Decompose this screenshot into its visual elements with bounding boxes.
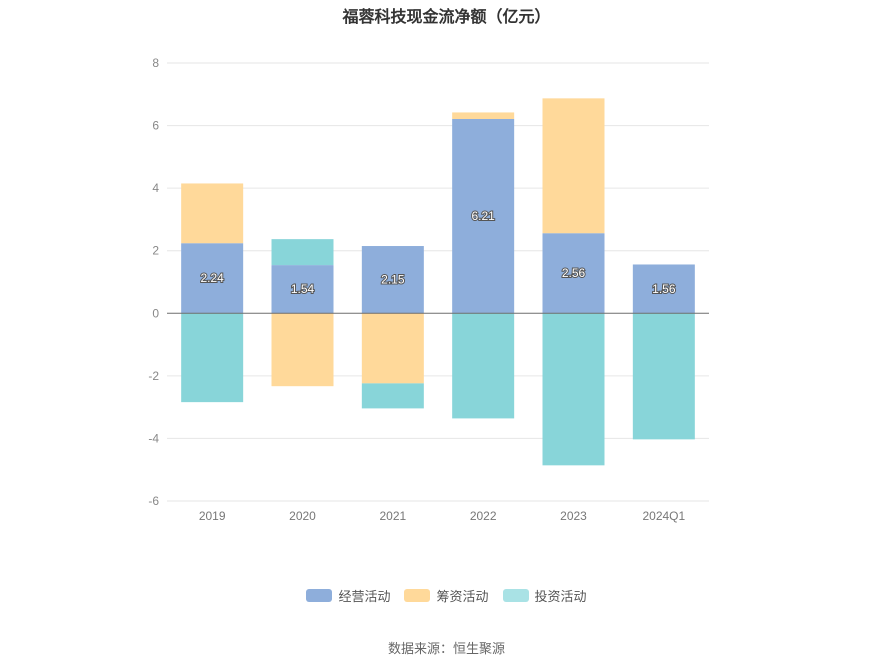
bar-segment[interactable] bbox=[271, 239, 334, 266]
legend-swatch-operating bbox=[306, 589, 333, 602]
y-tick-label: 2 bbox=[152, 244, 159, 258]
bar-segment[interactable] bbox=[632, 313, 695, 440]
grid-layer bbox=[167, 62, 709, 502]
data-label: 2.24 bbox=[200, 271, 224, 285]
bar-segment[interactable] bbox=[181, 313, 244, 403]
bar-segment[interactable] bbox=[361, 313, 424, 384]
bar-segment[interactable] bbox=[271, 265, 334, 314]
y-tick-label: -6 bbox=[148, 494, 159, 508]
bar-layer bbox=[181, 98, 695, 466]
bar-segment[interactable] bbox=[542, 233, 605, 314]
x-tick-label: 2024Q1 bbox=[642, 509, 685, 523]
y-tick-label: -2 bbox=[148, 369, 159, 383]
data-label: 6.21 bbox=[471, 209, 495, 223]
legend-label-financing: 筹资活动 bbox=[436, 589, 489, 604]
x-tick-label: 2022 bbox=[470, 509, 497, 523]
axis-layer: 8 6 4 2 0 -2 -4 -6 2019 2020 2021 2022 2023 2024Q1 bbox=[148, 56, 709, 523]
bar-segment[interactable] bbox=[361, 246, 424, 314]
legend-swatch-financing bbox=[404, 589, 431, 602]
bar-segment[interactable] bbox=[181, 183, 244, 244]
data-label: 2.15 bbox=[381, 273, 405, 287]
bar-segment[interactable] bbox=[542, 98, 605, 234]
bar-segment[interactable] bbox=[452, 119, 515, 314]
x-tick-label: 2019 bbox=[199, 509, 226, 523]
bar-segment[interactable] bbox=[452, 313, 515, 419]
legend-item-operating[interactable]: 经营活动 bbox=[304, 586, 392, 605]
data-label: 1.56 bbox=[652, 282, 676, 296]
chart-title: 福蓉科技现金流净额（亿元） bbox=[342, 9, 551, 26]
data-label: 2.56 bbox=[562, 266, 586, 280]
bar-segment[interactable] bbox=[271, 313, 334, 387]
y-tick-label: 0 bbox=[152, 306, 159, 320]
data-source: 数据来源：恒生聚源 bbox=[387, 641, 505, 656]
y-tick-label: 8 bbox=[152, 56, 159, 70]
bar-segment[interactable] bbox=[632, 264, 695, 314]
bar-segment[interactable] bbox=[181, 243, 244, 314]
bar-segment[interactable] bbox=[361, 383, 424, 409]
legend: 经营活动 筹资活动 投资活动 bbox=[0, 586, 893, 605]
y-tick-label: 4 bbox=[152, 181, 159, 195]
x-tick-label: 2021 bbox=[379, 509, 406, 523]
label-layer: 2.24 1.54 2.15 6.21 2.56 1.56 bbox=[199, 208, 676, 297]
y-tick-label: 6 bbox=[152, 119, 159, 133]
legend-label-investing: 投资活动 bbox=[534, 589, 587, 604]
bar-segment[interactable] bbox=[452, 112, 515, 120]
x-tick-label: 2020 bbox=[289, 509, 316, 523]
legend-item-investing[interactable]: 投资活动 bbox=[501, 586, 589, 605]
legend-item-financing[interactable]: 筹资活动 bbox=[402, 586, 490, 605]
bar-segment[interactable] bbox=[542, 313, 605, 466]
legend-label-operating: 经营活动 bbox=[338, 589, 391, 604]
legend-swatch-investing bbox=[502, 589, 529, 602]
x-tick-label: 2023 bbox=[560, 509, 587, 523]
data-label: 1.54 bbox=[291, 282, 315, 296]
y-tick-label: -4 bbox=[148, 431, 159, 445]
